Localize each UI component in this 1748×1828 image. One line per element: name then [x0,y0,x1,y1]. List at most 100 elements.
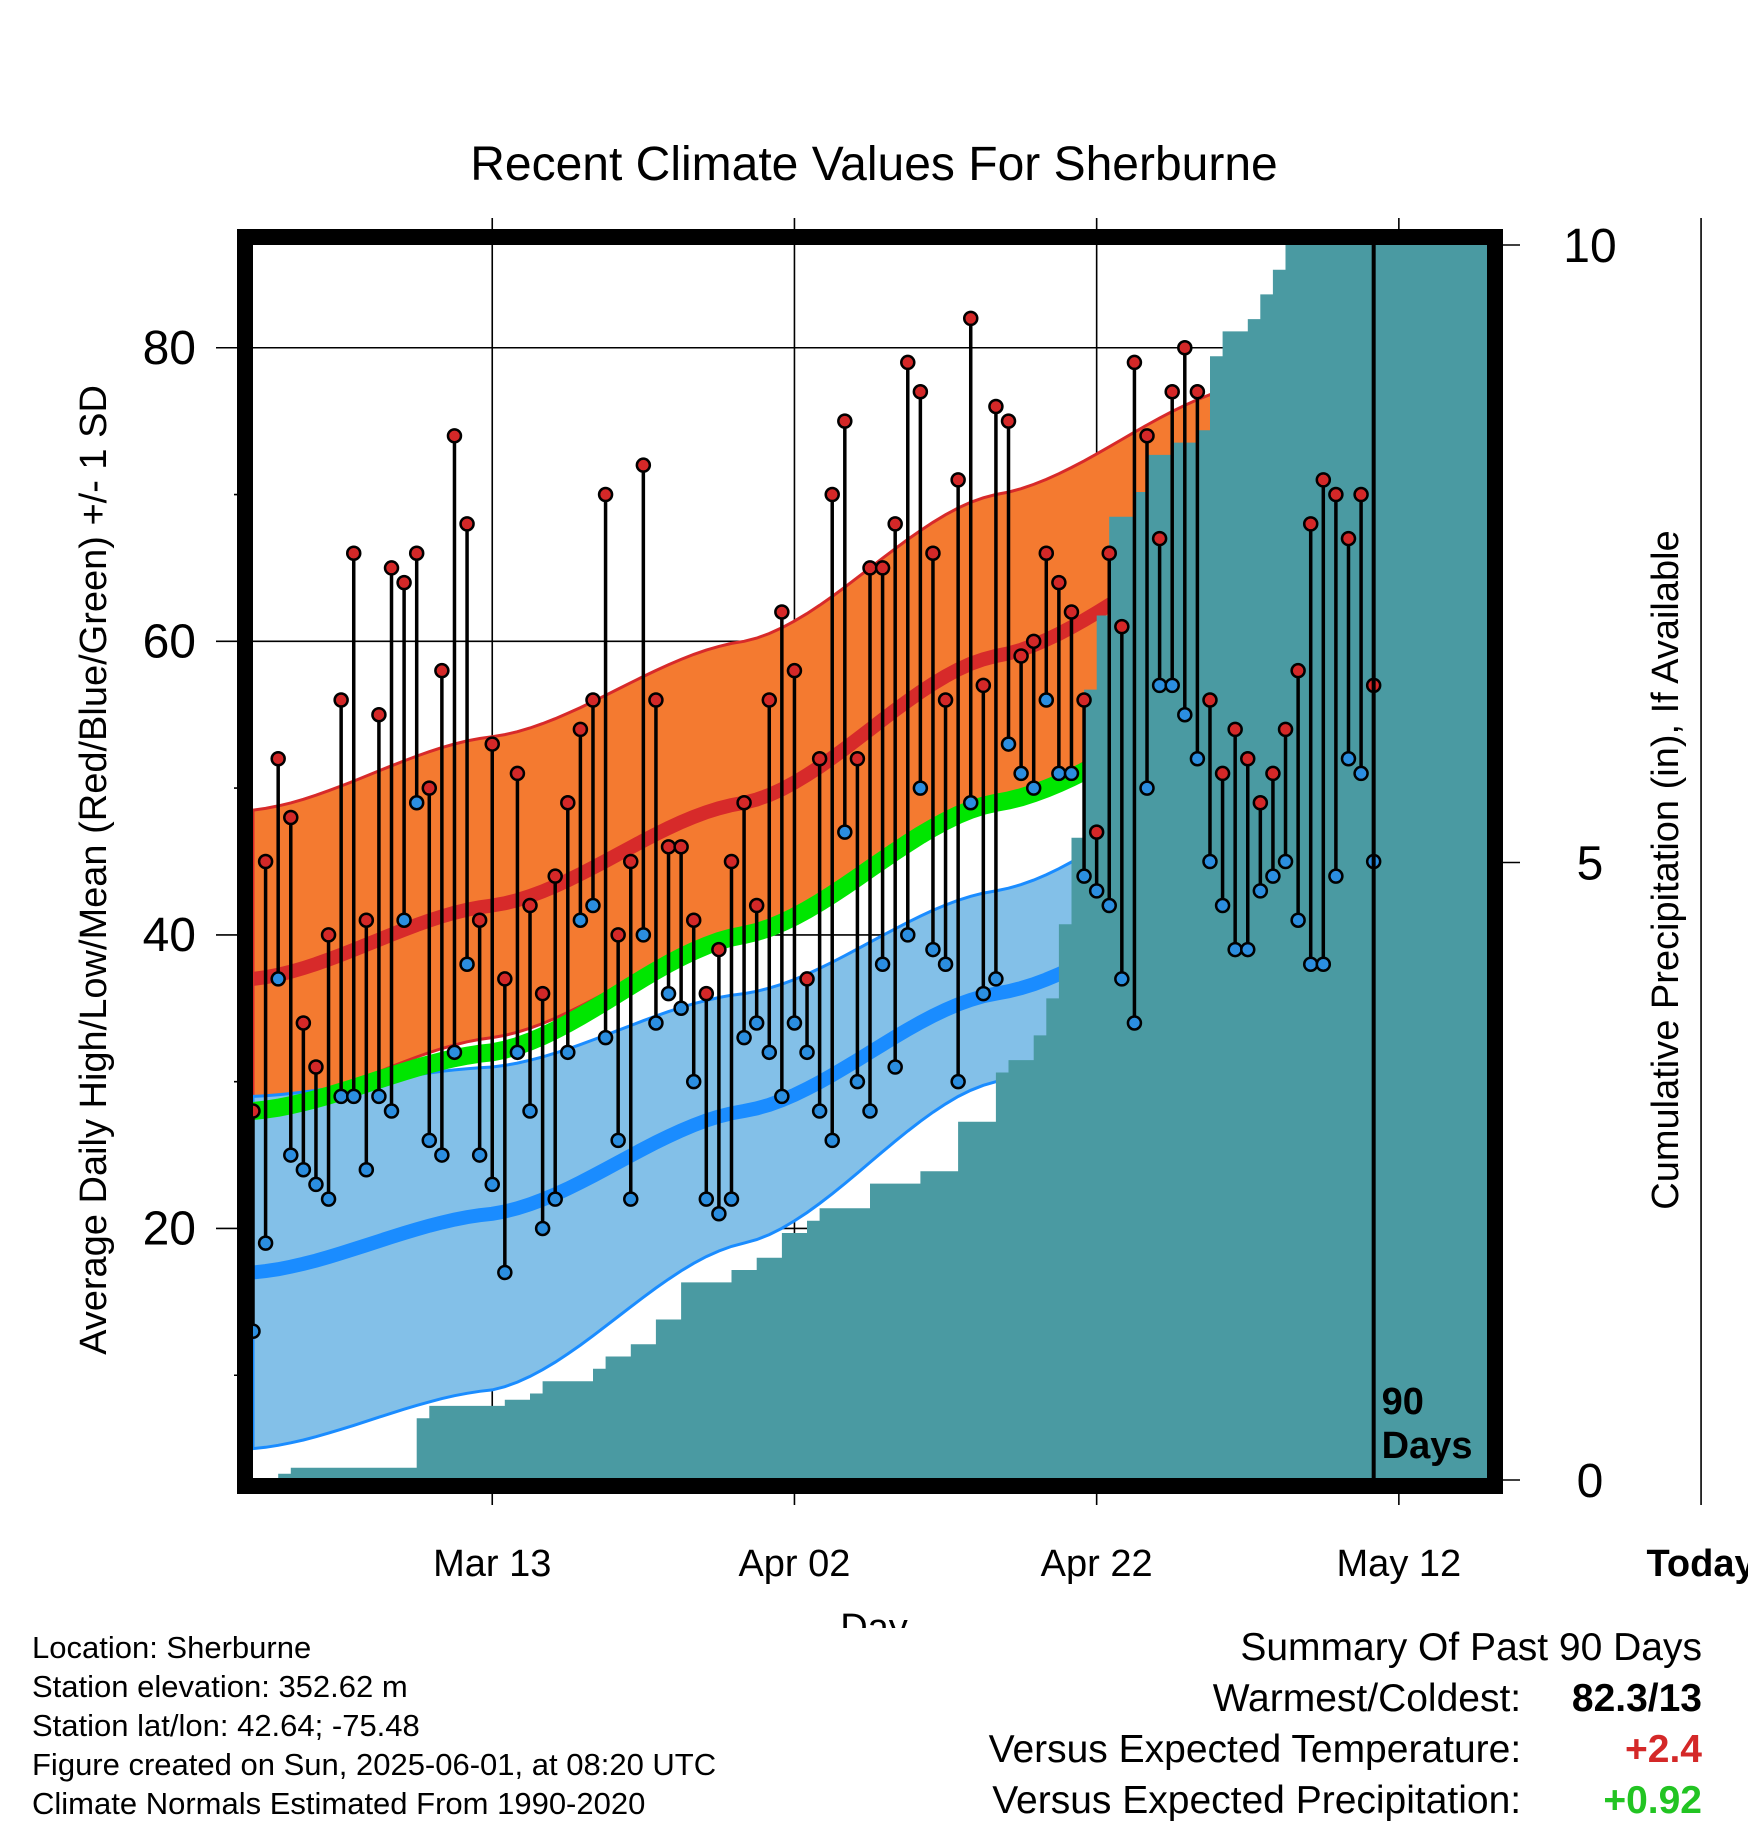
daily-low-point [862,1103,878,1119]
daily-low-point [1189,751,1206,767]
daily-high-point [887,516,903,532]
daily-high-point [371,706,387,723]
daily-high-point [471,912,488,928]
daily-low-point [912,780,929,796]
daily-high-point [308,1059,324,1075]
daily-low-point [988,971,1004,987]
climate-chart: Recent Climate Values For Sherburne Mar 1… [73,138,1748,1628]
daily-low-point [1214,897,1231,914]
daily-high-point [786,662,803,679]
daily-high-point [1353,486,1369,503]
y-tick-label: 40 [143,909,196,962]
daily-low-point [1302,956,1319,972]
daily-low-point [1076,868,1092,884]
elevation-text: Station elevation: 352.62 m [32,1669,408,1704]
x-axis-title: Day [840,1607,908,1628]
daily-high-point [925,545,941,561]
daily-high-point [673,839,689,855]
daily-high-point [648,692,664,708]
daily-low-point [484,1176,500,1193]
daily-low-point [900,927,916,943]
daily-high-point [333,692,349,708]
daily-high-point [345,545,362,561]
daily-low-point [1315,956,1332,972]
daily-high-point [585,692,601,708]
daily-high-point [711,941,727,958]
daily-low-point [1252,883,1269,899]
daily-low-point [849,1073,866,1090]
daily-high-point [1114,618,1130,635]
daily-low-point [648,1015,664,1031]
daily-low-point [1025,780,1042,796]
daily-high-point [912,384,929,400]
daily-high-point [1177,340,1193,356]
daily-high-point [253,1103,261,1119]
daily-low-point [1000,736,1017,752]
daily-high-point [257,853,274,870]
daily-low-point [1101,897,1117,914]
daily-high-point [623,853,639,870]
daily-low-point [610,1132,626,1149]
daily-high-point [320,927,337,943]
daily-low-point [748,1015,765,1031]
daily-low-point [925,941,941,958]
daily-low-point [585,897,601,914]
daily-low-point [358,1162,375,1178]
daily-low-point [560,1044,576,1061]
daily-high-point [849,751,866,767]
daily-high-point [1000,413,1017,429]
daily-high-point [1189,384,1206,400]
daily-low-point [320,1191,337,1207]
temp-departure-row: Versus Expected Temperature: +2.4 [989,1724,1702,1775]
today-marker-label: Days [1382,1425,1473,1467]
daily-high-point [1340,530,1357,547]
y2-tick-label: 10 [1563,220,1616,273]
daily-low-point [786,1015,803,1031]
daily-high-point [1151,530,1168,547]
daily-low-point [660,985,677,1002]
daily-high-point [295,1015,312,1031]
daily-low-point [887,1059,903,1075]
daily-high-point [396,574,412,591]
temp-departure-value: +2.4 [1625,1728,1702,1771]
y-tick-label: 20 [143,1202,196,1255]
daily-high-point [534,985,551,1002]
daily-high-point [900,354,916,371]
daily-low-point [723,1191,740,1207]
x-tick-label: May 12 [1337,1543,1462,1585]
warm-cold-value: 82.3/13 [1571,1677,1702,1720]
daily-low-point [522,1103,538,1119]
daily-low-point [257,1235,274,1251]
plot-area [253,245,1487,1478]
daily-low-point [1227,941,1243,958]
station-info: Location: Sherburne Station elevation: 3… [32,1628,716,1823]
daily-low-point [1088,883,1105,899]
daily-low-point [1151,677,1168,694]
daily-high-point [572,721,589,738]
daily-high-point [1227,721,1243,738]
daily-high-point [610,927,626,943]
daily-high-point [522,897,538,914]
daily-high-point [862,560,878,576]
daily-low-point [497,1264,513,1281]
plot-frame [237,229,1503,1494]
latlon-text: Station lat/lon: 42.64; -75.48 [32,1708,420,1743]
summary-panel: Summary Of Past 90 Days Warmest/Coldest:… [989,1622,1702,1826]
daily-high-point [988,398,1004,415]
daily-low-point [1240,941,1256,958]
daily-high-point [1139,428,1155,444]
daily-low-point [1177,706,1193,723]
daily-low-point [459,956,475,972]
precip-departure-value: +0.92 [1603,1779,1702,1822]
daily-low-point [1340,751,1357,767]
daily-low-point [295,1162,312,1178]
daily-low-point [1277,853,1294,870]
normals-text: Climate Normals Estimated From 1990-2020 [32,1786,646,1821]
daily-low-point [962,795,979,811]
daily-low-point [547,1191,563,1207]
daily-low-point [736,1029,752,1046]
location-text: Location: Sherburne [32,1630,312,1665]
daily-high-point [1252,795,1269,811]
daily-high-point [736,795,752,811]
temp-departure-label: Versus Expected Temperature: [988,1728,1522,1771]
